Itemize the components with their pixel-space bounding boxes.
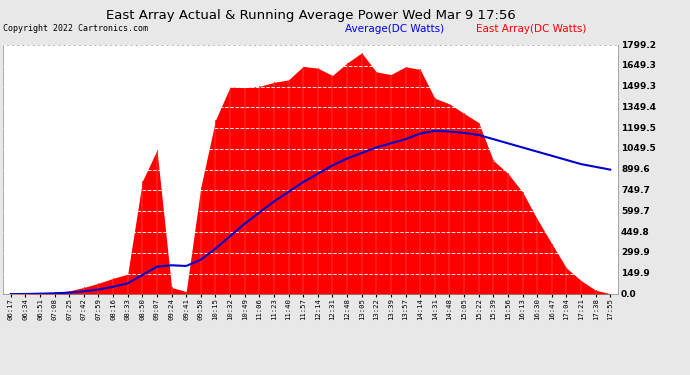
Text: 1649.3: 1649.3 bbox=[621, 61, 656, 70]
Text: 449.8: 449.8 bbox=[621, 228, 650, 237]
Text: 599.7: 599.7 bbox=[621, 207, 650, 216]
Text: East Array Actual & Running Average Power Wed Mar 9 17:56: East Array Actual & Running Average Powe… bbox=[106, 9, 515, 22]
Text: 1349.4: 1349.4 bbox=[621, 103, 656, 112]
Text: 0.0: 0.0 bbox=[621, 290, 637, 299]
Text: Average(DC Watts): Average(DC Watts) bbox=[345, 24, 444, 34]
Text: 1799.2: 1799.2 bbox=[621, 40, 656, 50]
Text: 299.9: 299.9 bbox=[621, 248, 650, 257]
Text: 1049.5: 1049.5 bbox=[621, 144, 656, 153]
Text: 149.9: 149.9 bbox=[621, 269, 650, 278]
Text: East Array(DC Watts): East Array(DC Watts) bbox=[476, 24, 586, 34]
Text: Copyright 2022 Cartronics.com: Copyright 2022 Cartronics.com bbox=[3, 24, 148, 33]
Text: 899.6: 899.6 bbox=[621, 165, 649, 174]
Text: 1499.3: 1499.3 bbox=[621, 82, 656, 91]
Text: 749.7: 749.7 bbox=[621, 186, 650, 195]
Text: 1199.5: 1199.5 bbox=[621, 124, 656, 133]
